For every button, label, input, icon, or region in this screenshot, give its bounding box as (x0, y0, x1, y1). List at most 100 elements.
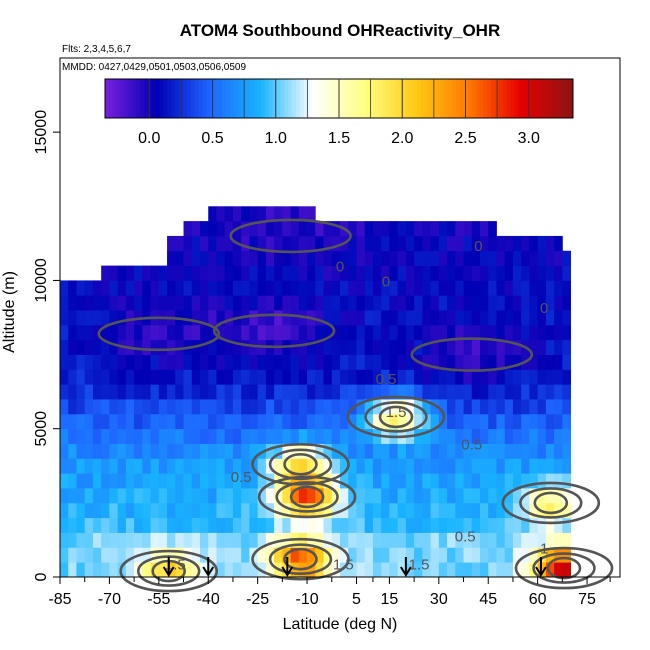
heatmap-cell (537, 473, 547, 489)
heatmap-cell (101, 280, 110, 296)
heatmap-cell (92, 488, 102, 504)
heatmap-cell (183, 547, 193, 563)
heatmap-cell (290, 473, 300, 489)
colorbar-segment (229, 79, 235, 118)
heatmap-cell (471, 280, 481, 296)
heatmap-cell (76, 473, 86, 489)
heatmap-cell (323, 443, 333, 459)
heatmap-cell (68, 354, 77, 370)
heatmap-cell (92, 413, 102, 430)
heatmap-cell (307, 428, 316, 444)
heatmap-cell (389, 532, 399, 548)
heatmap-cell (232, 339, 242, 355)
heatmap-cell (545, 443, 555, 459)
heatmap-cell (397, 517, 407, 533)
x-tick-label: -10 (295, 591, 318, 608)
heatmap-cell (249, 443, 259, 459)
heatmap-cell (232, 369, 242, 385)
heatmap-cell (216, 354, 226, 370)
heatmap-cell (265, 532, 275, 548)
heatmap-cell (438, 458, 448, 474)
heatmap-cell (150, 324, 160, 341)
heatmap-cell (348, 295, 357, 311)
colorbar-segment (268, 79, 274, 118)
heatmap-cell (455, 295, 464, 311)
heatmap-cell (125, 265, 135, 281)
heatmap-cell (480, 339, 489, 355)
colorbar-tick-label: 0.0 (138, 130, 160, 147)
heatmap-cell (488, 413, 497, 430)
heatmap-cell (405, 280, 415, 296)
heatmap-cell (529, 399, 539, 415)
heatmap-cell (249, 295, 259, 311)
heatmap-cell (298, 339, 308, 355)
heatmap-cell (545, 458, 555, 474)
heatmap-cell (92, 473, 102, 489)
heatmap-cell (200, 488, 209, 504)
heatmap-cell (529, 458, 539, 474)
heatmap-cell (84, 369, 94, 385)
heatmap-cell (480, 517, 489, 533)
heatmap-cell (331, 324, 341, 341)
heatmap-cell (422, 458, 431, 474)
heatmap-cell (512, 235, 522, 252)
heatmap-cell (175, 324, 184, 341)
heatmap-cell (298, 295, 308, 311)
heatmap-cell (60, 399, 69, 415)
colorbar-segment (479, 79, 484, 118)
heatmap-cell (389, 250, 399, 266)
heatmap-cell (422, 502, 431, 519)
heatmap-cell (216, 310, 226, 326)
heatmap-cell (554, 265, 563, 281)
heatmap-cell (257, 310, 267, 326)
heatmap-cell (397, 295, 407, 311)
heatmap-cell (134, 295, 143, 311)
colorbar-segment (292, 79, 297, 118)
heatmap-cell (315, 399, 324, 415)
heatmap-cell (150, 502, 160, 519)
heatmap-cell (323, 280, 333, 296)
heatmap-cell (340, 280, 349, 296)
heatmap-cell (545, 339, 555, 355)
heatmap-cell (537, 532, 547, 548)
heatmap-cell (150, 280, 160, 296)
heatmap-cell (200, 443, 209, 459)
contour-label: 0 (336, 259, 344, 276)
heatmap-cell (488, 502, 497, 519)
chart-title: ATOM4 Southbound OHReactivity_OHR (180, 21, 501, 40)
heatmap-cell (504, 280, 514, 296)
heatmap-cell (68, 324, 77, 341)
heatmap-cell (101, 473, 110, 489)
heatmap-cell (455, 413, 464, 430)
heatmap-cell (134, 369, 143, 385)
heatmap-cell (471, 265, 481, 281)
heatmap-cell (340, 517, 349, 533)
heatmap-cell (323, 428, 333, 444)
heatmap-cell (175, 339, 184, 355)
heatmap-cell (241, 488, 250, 504)
heatmap-cell (191, 488, 201, 504)
heatmap-cell (257, 295, 267, 311)
heatmap-cell (348, 502, 357, 519)
heatmap-cell (455, 369, 464, 385)
heatmap-cell (175, 532, 184, 548)
heatmap-cell (68, 339, 77, 355)
heatmap-cell (282, 428, 291, 444)
y-tick-label: 10000 (33, 258, 50, 303)
heatmap-cell (521, 369, 530, 385)
heatmap-cell (356, 532, 366, 548)
heatmap-cell (257, 399, 267, 415)
heatmap-cell (496, 265, 506, 281)
heatmap-cell (92, 458, 102, 474)
heatmap-cell (158, 547, 168, 563)
heatmap-cell (175, 295, 184, 311)
heatmap-cell (389, 221, 399, 237)
heatmap-cell (438, 473, 448, 489)
heatmap-cell (216, 443, 226, 459)
heatmap-cell (274, 265, 283, 281)
heatmap-cell (521, 399, 530, 415)
heatmap-cell (175, 235, 184, 252)
heatmap-cell (76, 458, 86, 474)
heatmap-cell (447, 443, 456, 459)
heatmap-cell (562, 428, 571, 444)
